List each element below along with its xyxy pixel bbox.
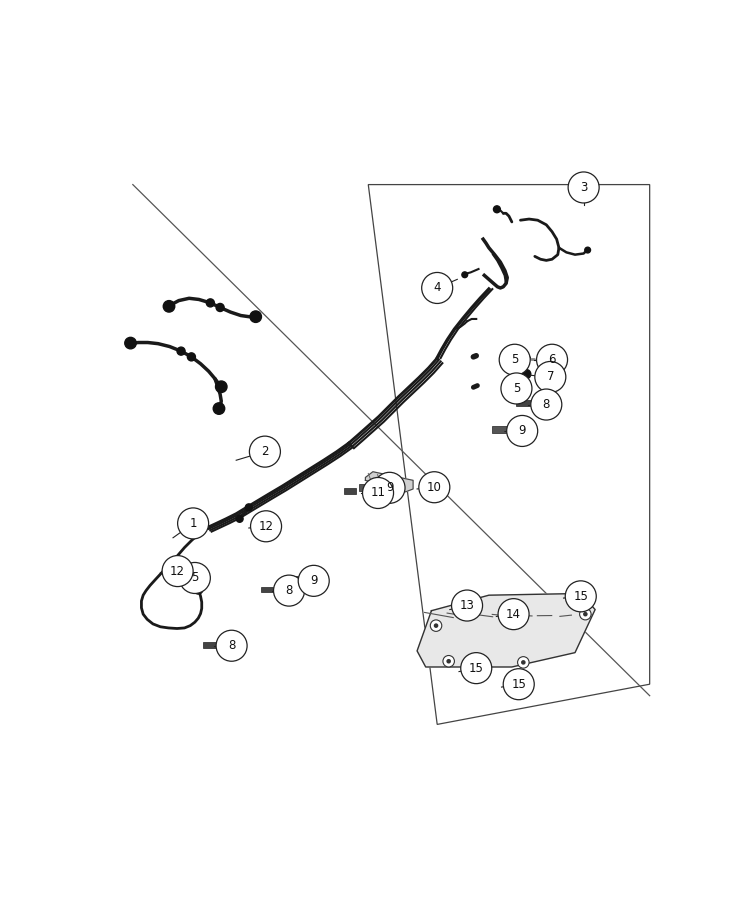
Bar — [516, 400, 531, 406]
Circle shape — [419, 472, 450, 503]
Text: 1: 1 — [190, 517, 197, 530]
Text: 4: 4 — [433, 282, 441, 294]
Text: 12: 12 — [170, 564, 185, 578]
Circle shape — [433, 624, 439, 628]
Text: 6: 6 — [548, 353, 556, 366]
Text: 8: 8 — [285, 584, 293, 597]
Text: 5: 5 — [511, 353, 519, 366]
Circle shape — [250, 511, 282, 542]
Text: 9: 9 — [386, 482, 393, 494]
Circle shape — [245, 504, 252, 511]
Circle shape — [579, 608, 591, 620]
Text: 15: 15 — [469, 662, 484, 675]
Circle shape — [507, 416, 538, 446]
Circle shape — [178, 508, 209, 539]
Text: 7: 7 — [547, 371, 554, 383]
Circle shape — [446, 659, 451, 663]
Circle shape — [180, 572, 187, 579]
Circle shape — [565, 580, 597, 612]
Circle shape — [124, 338, 136, 349]
Circle shape — [451, 590, 482, 621]
Circle shape — [236, 516, 243, 522]
Circle shape — [522, 370, 531, 379]
Circle shape — [362, 478, 393, 508]
Circle shape — [374, 472, 405, 503]
Circle shape — [521, 660, 525, 665]
Circle shape — [501, 373, 532, 404]
Circle shape — [431, 620, 442, 632]
Circle shape — [206, 299, 214, 307]
Polygon shape — [365, 472, 413, 491]
Text: 15: 15 — [511, 678, 526, 690]
Circle shape — [535, 362, 566, 392]
Circle shape — [193, 585, 203, 594]
Circle shape — [568, 172, 599, 203]
Text: 9: 9 — [519, 425, 526, 437]
Circle shape — [422, 273, 453, 303]
Text: 2: 2 — [261, 446, 269, 458]
Text: 12: 12 — [259, 520, 273, 533]
Circle shape — [583, 612, 588, 616]
Circle shape — [216, 630, 247, 662]
Bar — [284, 576, 300, 583]
Circle shape — [517, 657, 529, 668]
Circle shape — [273, 575, 305, 606]
Text: 13: 13 — [459, 599, 474, 612]
Text: 15: 15 — [574, 590, 588, 603]
Text: 8: 8 — [228, 639, 236, 652]
Circle shape — [187, 353, 196, 361]
Circle shape — [298, 565, 329, 597]
Circle shape — [250, 310, 262, 322]
Circle shape — [461, 652, 492, 684]
Circle shape — [250, 436, 280, 467]
Circle shape — [498, 598, 529, 630]
Circle shape — [163, 301, 175, 312]
Text: 8: 8 — [542, 398, 550, 411]
Circle shape — [585, 248, 591, 253]
Circle shape — [536, 344, 568, 375]
Bar — [203, 643, 218, 648]
Text: 14: 14 — [506, 608, 521, 621]
Text: 11: 11 — [370, 487, 385, 500]
Circle shape — [179, 562, 210, 593]
Circle shape — [531, 389, 562, 420]
Circle shape — [216, 303, 224, 311]
Text: 10: 10 — [427, 481, 442, 494]
Circle shape — [177, 347, 185, 356]
Text: 3: 3 — [580, 181, 588, 194]
Text: 5: 5 — [191, 572, 199, 584]
Circle shape — [443, 655, 454, 667]
Circle shape — [462, 272, 468, 277]
Bar — [492, 427, 509, 433]
Circle shape — [216, 381, 227, 392]
Bar — [344, 488, 356, 493]
Circle shape — [213, 403, 225, 414]
Circle shape — [494, 206, 500, 212]
Polygon shape — [417, 593, 595, 667]
Bar — [261, 587, 275, 592]
Circle shape — [503, 669, 534, 699]
Text: 5: 5 — [513, 382, 520, 395]
Circle shape — [162, 555, 193, 587]
Circle shape — [168, 564, 176, 572]
Text: 9: 9 — [310, 574, 317, 588]
Circle shape — [499, 344, 531, 375]
Bar — [359, 484, 375, 491]
Circle shape — [178, 559, 185, 566]
